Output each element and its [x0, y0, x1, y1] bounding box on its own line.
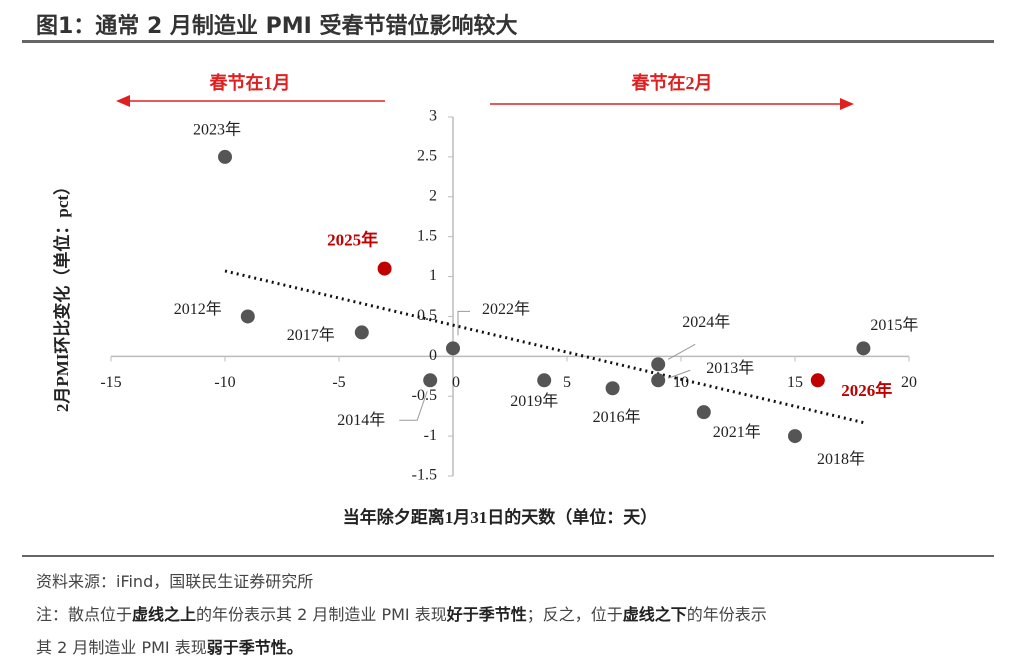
point: [788, 429, 802, 444]
note-text: 的年份表示: [686, 605, 767, 624]
x-tick-label: -5: [332, 374, 345, 391]
point: [651, 373, 666, 388]
x-tick-label: 5: [563, 374, 571, 391]
x-tick-label: 15: [787, 374, 803, 391]
x-tick-label: 20: [901, 374, 917, 391]
annotation: 春节在2月: [632, 72, 713, 93]
point-label: 2018年: [817, 450, 865, 468]
x-axis-label: 当年除夕距离1月31日的天数（单位：天）: [343, 507, 658, 527]
point-label: 2014年: [337, 411, 385, 429]
note-text: 的年份表示其 2 月制造业 PMI 表现: [196, 605, 447, 624]
point-label: 2012年: [174, 300, 222, 318]
note-text: 其 2 月制造业 PMI 表现: [36, 638, 207, 657]
point-label: 2023年: [193, 121, 241, 139]
note-text: ；反之，位于: [526, 605, 623, 624]
y-tick-label: 0.5: [417, 307, 437, 324]
leader-line: [668, 369, 691, 379]
source: 资料来源：iFind，国联民生证券研究所: [36, 572, 314, 591]
note-text: 虚线之下: [622, 605, 687, 624]
leader-line: [457, 310, 470, 336]
arrow-head: [116, 95, 130, 107]
trendline: [224, 269, 864, 425]
y-axis-label: 2月PMI环比变化（单位：pct）: [52, 178, 72, 412]
point-label: 2013年: [706, 359, 754, 377]
point-label: 2022年: [482, 300, 530, 318]
note-line: 注：散点位于虚线之上的年份表示其 2 月制造业 PMI 表现好于季节性；反之，位…: [36, 601, 767, 625]
point: [423, 373, 438, 388]
point: [810, 373, 825, 388]
x-tick-label: -10: [214, 374, 235, 391]
footer-rule: [22, 555, 994, 557]
point: [354, 325, 369, 340]
point: [651, 357, 666, 372]
point-label: 2017年: [287, 326, 335, 344]
y-tick-label: -0.5: [412, 387, 437, 404]
point: [537, 373, 552, 388]
x-tick-label: 10: [673, 374, 689, 391]
chart: -15 -10 -5 0 5 10 15 20 -1.5 -1 -0.5 0 0.5 1 1.5 2 2.5 3 当…: [52, 72, 919, 527]
note-line: 其 2 月制造业 PMI 表现弱于季节性。: [36, 634, 303, 658]
arrow-head: [840, 98, 854, 110]
point-label: 2024年: [682, 313, 730, 331]
title-rule: [22, 40, 994, 43]
note-text: 注：散点位于: [36, 605, 133, 624]
point-label: 2021年: [713, 423, 761, 441]
point-label: 2026年: [841, 380, 892, 400]
y-tick-label: 0: [429, 347, 437, 364]
leader-line: [399, 391, 428, 421]
y-tick-label: -1.5: [412, 467, 437, 484]
point: [377, 261, 392, 276]
x-tick-label: 0: [452, 374, 460, 391]
point-label: 2019年: [510, 392, 558, 410]
point: [696, 405, 711, 420]
point: [605, 381, 620, 396]
y-tick-label: 3: [429, 108, 437, 125]
note-text: 虚线之上: [132, 605, 197, 624]
point: [446, 341, 460, 356]
y-tick-label: 1: [429, 267, 437, 284]
y-tick-label: 1.5: [417, 227, 437, 244]
note-text: 好于季节性: [446, 605, 527, 624]
y-tick-label: 2.5: [417, 148, 437, 165]
x-tick-label: -15: [100, 374, 121, 391]
annotation: 春节在1月: [210, 72, 291, 93]
note-text: 弱于季节性。: [206, 638, 303, 657]
y-tick-label: 2: [429, 187, 437, 204]
point-label: 2016年: [593, 408, 641, 426]
point-label: 2025年: [327, 229, 378, 249]
chart-title: 图1：通常 2 月制造业 PMI 受春节错位影响较大: [36, 14, 518, 39]
leader-line: [667, 343, 696, 360]
point: [856, 341, 871, 356]
point: [240, 309, 255, 324]
point: [218, 149, 232, 164]
y-tick-label: -1: [424, 427, 437, 444]
point-label: 2015年: [870, 316, 918, 334]
